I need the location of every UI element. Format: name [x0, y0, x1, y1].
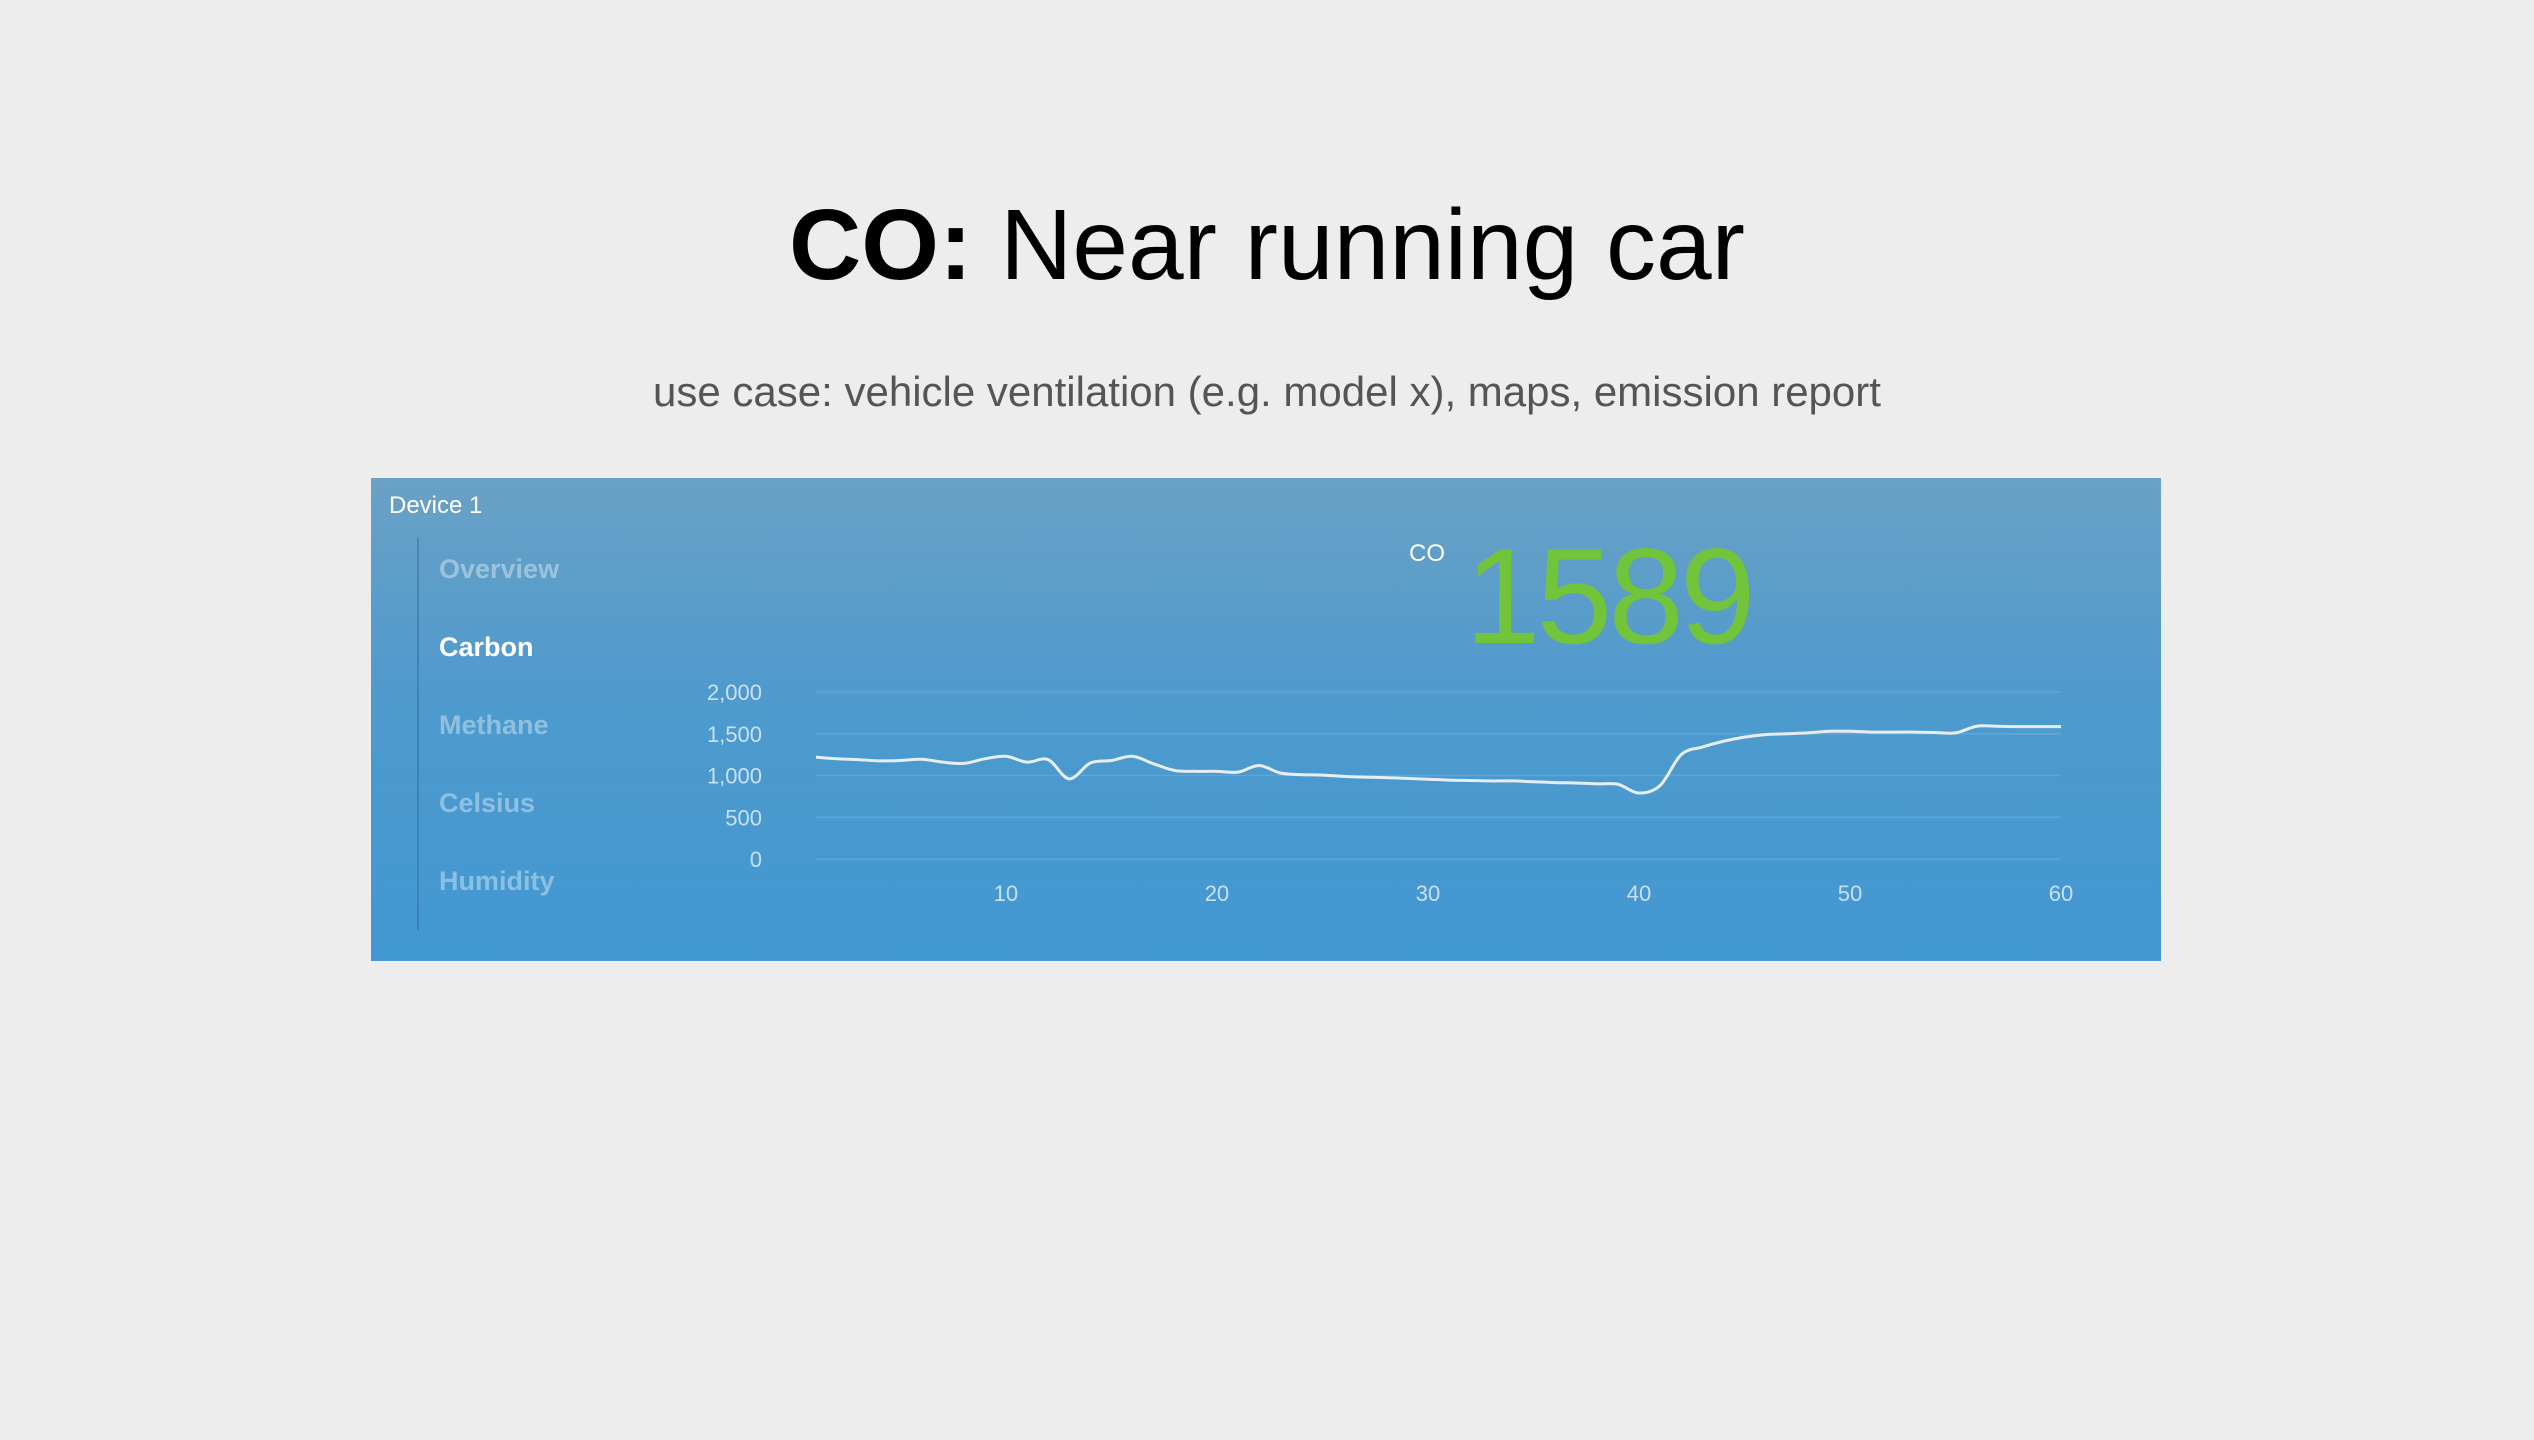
title-rest-part: Near running car — [972, 189, 1745, 301]
device-label: Device 1 — [389, 492, 483, 519]
x-tick-label: 20 — [1205, 881, 1229, 906]
reading-value: 1589 — [1465, 520, 1756, 672]
reading-label: CO — [1409, 540, 1445, 567]
slide-subtitle: use case: vehicle ventilation (e.g. mode… — [653, 368, 1881, 415]
nav-item-celsius[interactable]: Celsius — [439, 788, 536, 818]
y-tick-label: 0 — [750, 847, 762, 872]
nav-item-humidity[interactable]: Humidity — [439, 866, 555, 896]
title-bold-part: CO: — [789, 189, 973, 301]
x-tick-label: 10 — [994, 881, 1018, 906]
x-tick-label: 50 — [1838, 881, 1862, 906]
nav-item-overview[interactable]: Overview — [439, 554, 560, 584]
slide-title: CO: Near running car — [0, 180, 2534, 310]
y-tick-label: 1,500 — [707, 722, 762, 747]
x-tick-label: 40 — [1627, 881, 1651, 906]
device-panel: Device 1 Overview Carbon Methane Celsius… — [371, 478, 2161, 961]
y-tick-label: 500 — [725, 805, 762, 830]
co-series-line — [815, 724, 2061, 795]
sensor-nav: Overview Carbon Methane Celsius Humidity — [417, 538, 639, 930]
co-line-chart: 0 500 1,000 1,500 2,000 10 20 30 40 50 60 — [707, 680, 2073, 906]
nav-item-methane[interactable]: Methane — [439, 710, 549, 740]
nav-item-carbon[interactable]: Carbon — [439, 632, 534, 662]
x-tick-label: 30 — [1416, 881, 1440, 906]
y-tick-label: 1,000 — [707, 764, 762, 789]
y-tick-label: 2,000 — [707, 680, 762, 705]
x-tick-label: 60 — [2049, 881, 2073, 906]
